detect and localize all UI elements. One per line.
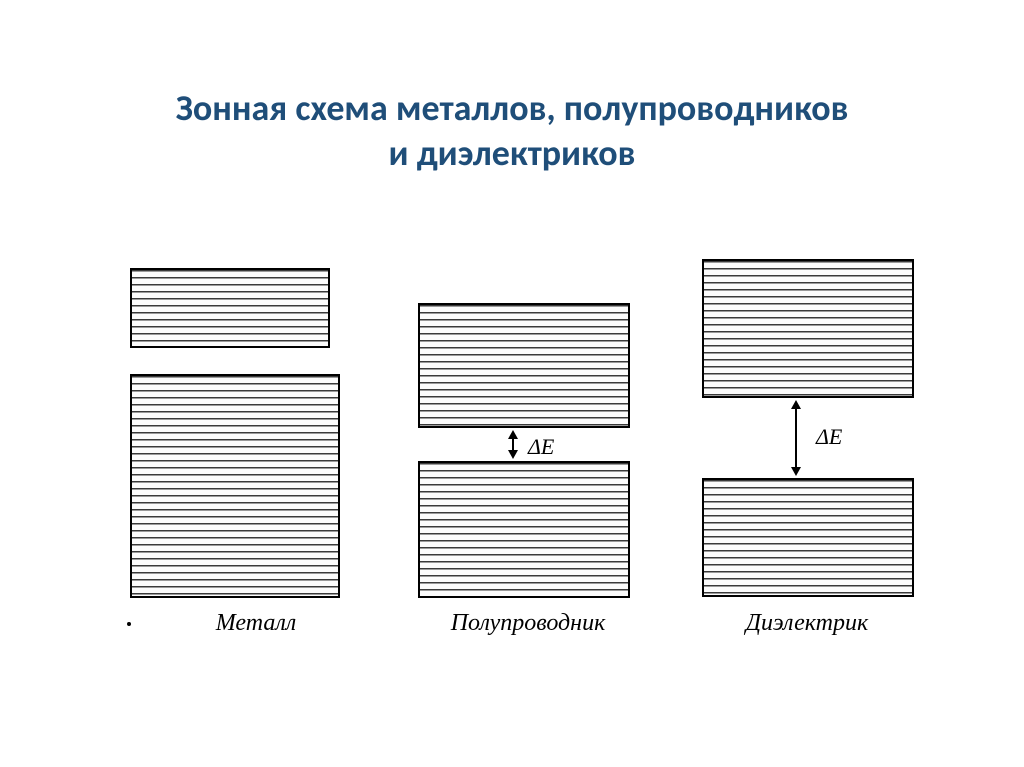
title-line-2: и диэлектриков <box>389 131 636 175</box>
caption-dot-metal <box>127 622 131 626</box>
gap-label-dielectric: ΔE <box>816 424 842 450</box>
band-semiconductor-upper <box>418 303 630 428</box>
caption-dielectric: Диэлектрик <box>722 610 892 637</box>
gap-arrow-head-down-dielectric <box>791 467 801 476</box>
band-metal-lower <box>130 374 340 598</box>
gap-arrow-head-down-semiconductor <box>508 450 518 459</box>
band-dielectric-lower <box>702 478 914 597</box>
band-dielectric-upper <box>702 259 914 398</box>
gap-label-semiconductor: ΔE <box>528 434 554 460</box>
caption-semiconductor: Полупроводник <box>418 610 638 637</box>
band-semiconductor-lower <box>418 461 630 598</box>
gap-arrow-head-up-dielectric <box>791 400 801 409</box>
gap-arrow-head-up-semiconductor <box>508 430 518 439</box>
caption-metal: Металл <box>196 610 316 637</box>
page-title: Зонная схема металлов, полупроводников и… <box>0 86 1024 176</box>
title-line-1: Зонная схема металлов, полупроводников <box>176 86 849 130</box>
band-metal-upper <box>130 268 330 348</box>
gap-arrow-line-dielectric <box>795 408 797 468</box>
